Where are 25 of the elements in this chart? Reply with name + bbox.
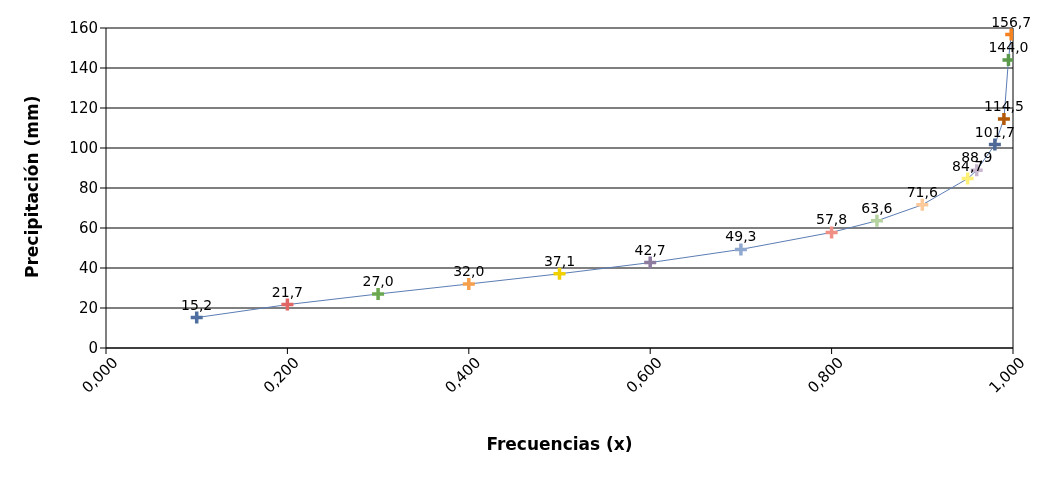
y-tick-label: 100 bbox=[69, 139, 98, 158]
data-label: 32,0 bbox=[453, 263, 485, 279]
y-tick-label: 60 bbox=[78, 219, 98, 238]
y-tick-label: 120 bbox=[69, 99, 98, 118]
data-label: 37,1 bbox=[543, 252, 576, 269]
data-label: 15,2 bbox=[181, 296, 213, 313]
data-label: 49,3 bbox=[725, 228, 757, 245]
data-label: 156,7 bbox=[991, 13, 1032, 30]
data-label: 114,5 bbox=[983, 98, 1024, 114]
data-label: 21,7 bbox=[271, 283, 303, 300]
y-tick-label: 140 bbox=[69, 59, 98, 78]
data-label: 42,7 bbox=[634, 241, 666, 258]
x-axis-title: Frecuencias (x) bbox=[486, 434, 633, 454]
y-tick-label: 40 bbox=[78, 259, 98, 278]
y-tick-label: 160 bbox=[69, 19, 98, 38]
data-label: 71,6 bbox=[906, 183, 938, 200]
data-label: 101,7 bbox=[974, 123, 1015, 140]
y-axis-title: Precipitación (mm) bbox=[22, 95, 43, 278]
data-label: 27,0 bbox=[362, 273, 394, 289]
y-tick-label: 20 bbox=[78, 299, 98, 318]
y-tick-label: 0 bbox=[88, 339, 98, 358]
y-tick-label: 80 bbox=[78, 179, 98, 198]
data-label: 63,6 bbox=[861, 199, 893, 216]
data-label: 57,8 bbox=[816, 211, 848, 228]
data-label: 144,0 bbox=[988, 39, 1029, 55]
